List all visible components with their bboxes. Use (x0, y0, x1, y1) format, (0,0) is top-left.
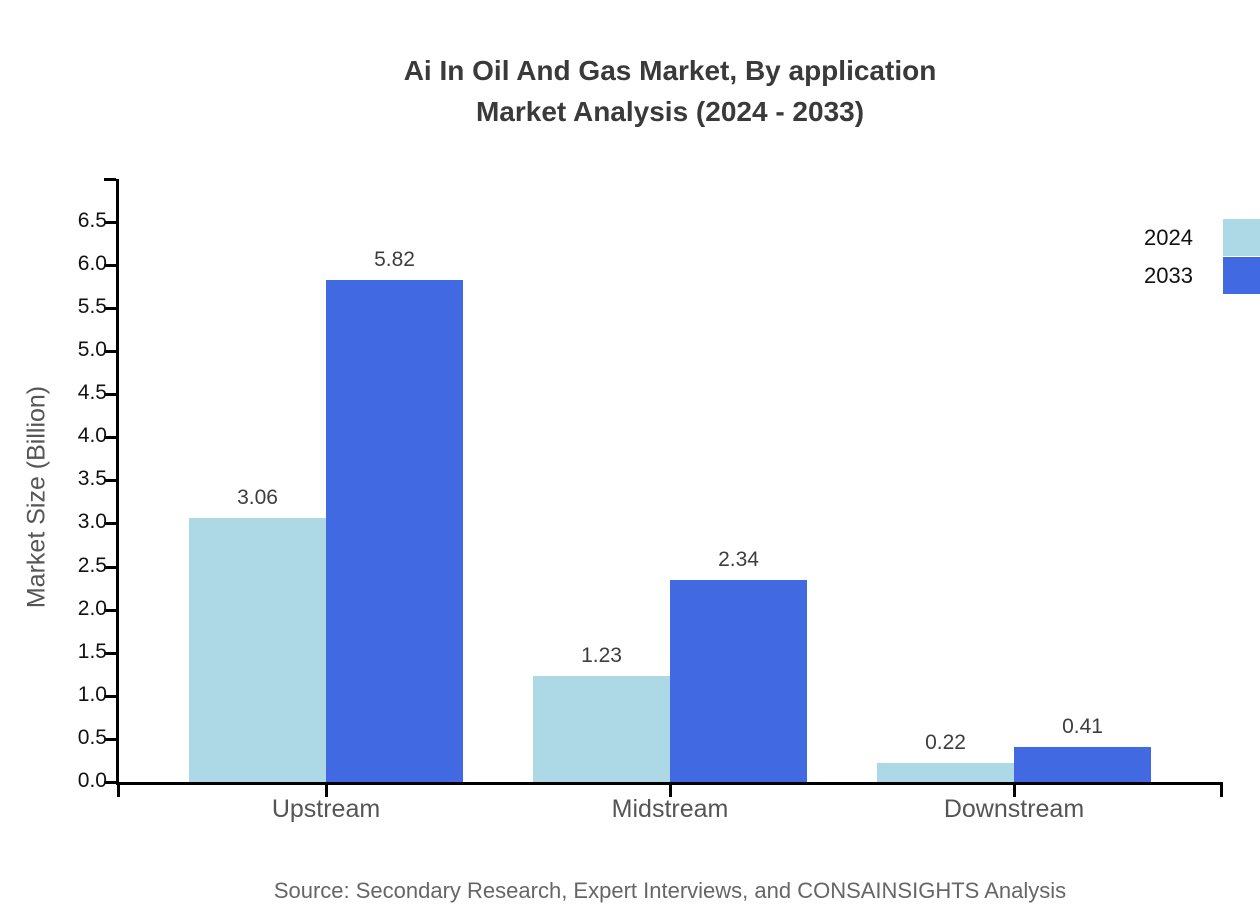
legend-label-2033: 2033 (1144, 262, 1193, 288)
value-label-2033-midstream: 2.34 (718, 548, 759, 571)
y-tick-mark (104, 566, 116, 569)
y-tick-label: 1.5 (77, 640, 107, 663)
value-label-2024-midstream: 1.23 (581, 644, 622, 667)
x-tick-mark (669, 785, 672, 797)
y-tick-mark (104, 479, 116, 482)
bar-2024-midstream (533, 676, 670, 782)
chart-title: Ai In Oil And Gas Market, By application… (80, 50, 1260, 132)
legend-row-2033: 2033 (1144, 257, 1260, 294)
x-axis-spine (116, 782, 1223, 785)
bar-2033-downstream (1014, 747, 1151, 782)
legend-swatch-2024 (1223, 219, 1260, 256)
category-label-midstream: Midstream (611, 795, 729, 823)
value-label-2033-downstream: 0.41 (1062, 715, 1103, 738)
y-tick-mark (104, 221, 116, 224)
y-tick-mark (104, 781, 116, 784)
bar-2033-upstream (326, 280, 463, 782)
bar-2024-downstream (877, 763, 1014, 782)
y-tick-mark (104, 522, 116, 525)
y-tick-mark (104, 178, 116, 181)
y-tick-label: 6.0 (77, 252, 107, 275)
y-tick-mark (104, 436, 116, 439)
y-tick-label: 4.5 (77, 381, 107, 404)
y-tick-mark (104, 307, 116, 310)
y-tick-label: 3.0 (77, 510, 107, 533)
y-tick-mark (104, 695, 116, 698)
category-label-upstream: Upstream (271, 795, 381, 823)
y-tick-label: 5.5 (77, 295, 107, 318)
x-tick-mark (1013, 785, 1016, 797)
legend: 2024 2033 (1144, 219, 1260, 295)
y-axis-spine (116, 179, 119, 785)
y-tick-mark (104, 609, 116, 612)
value-label-2024-upstream: 3.06 (237, 486, 278, 509)
y-tick-label: 2.0 (77, 597, 107, 620)
y-tick-label: 3.5 (77, 467, 107, 490)
legend-row-2024: 2024 (1144, 219, 1260, 256)
y-tick-label: 0.0 (77, 769, 107, 792)
y-tick-mark (104, 350, 116, 353)
chart-title-line-1: Ai In Oil And Gas Market, By application (403, 55, 937, 86)
chart-title-line-2: Market Analysis (2024 - 2033) (475, 96, 865, 127)
legend-label-2024: 2024 (1144, 224, 1193, 250)
legend-swatch-2033 (1223, 257, 1260, 294)
x-tick-mark (325, 785, 328, 797)
x-tick-mark (117, 785, 120, 797)
bar-2033-midstream (670, 580, 807, 782)
y-tick-label: 4.0 (77, 424, 107, 447)
value-label-2024-downstream: 0.22 (925, 731, 966, 754)
source-attribution: Source: Secondary Research, Expert Inter… (273, 878, 1067, 903)
category-label-downstream: Downstream (943, 795, 1085, 823)
y-tick-label: 0.5 (77, 726, 107, 749)
y-tick-label: 2.5 (77, 554, 107, 577)
y-tick-label: 6.5 (77, 209, 107, 232)
bar-2024-upstream (189, 518, 326, 782)
y-tick-mark (104, 264, 116, 267)
y-tick-label: 1.0 (77, 683, 107, 706)
y-tick-label: 5.0 (77, 338, 107, 361)
value-label-2033-upstream: 5.82 (374, 248, 415, 271)
x-tick-mark (1220, 785, 1223, 797)
y-tick-mark (104, 738, 116, 741)
y-tick-mark (104, 652, 116, 655)
y-tick-mark (104, 393, 116, 396)
